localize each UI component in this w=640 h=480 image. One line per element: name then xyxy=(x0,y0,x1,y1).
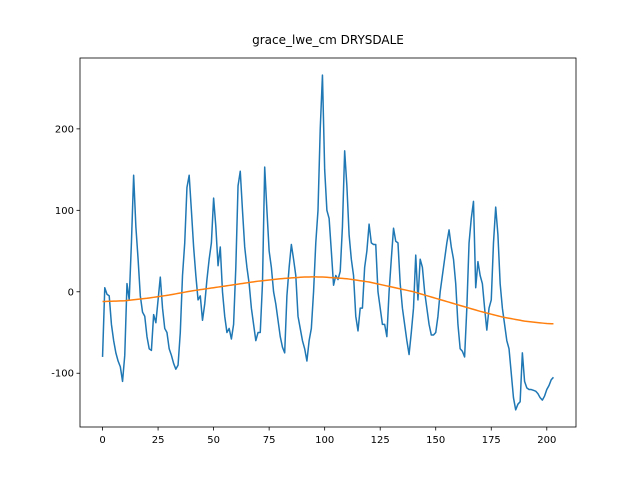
x-tick-label: 100 xyxy=(315,435,334,446)
x-tick-label: 25 xyxy=(152,435,165,446)
data-line xyxy=(101,74,555,411)
data-line xyxy=(102,276,554,325)
x-tick-label: 50 xyxy=(207,435,220,446)
x-tick-label: 125 xyxy=(371,435,390,446)
x-tick-label: 175 xyxy=(482,435,501,446)
x-tick-label: 150 xyxy=(426,435,445,446)
y-tick-label: 100 xyxy=(55,206,74,217)
axes-frame xyxy=(79,57,577,428)
y-tick-label: 0 xyxy=(68,287,74,298)
x-tick-label: 200 xyxy=(537,435,556,446)
x-tick-label: 0 xyxy=(99,435,105,446)
y-tick-label: 200 xyxy=(55,124,74,135)
plot-area xyxy=(101,74,555,411)
x-tick-label: 75 xyxy=(263,435,276,446)
y-tick-label: -100 xyxy=(51,369,74,380)
chart-title: grace_lwe_cm DRYSDALE xyxy=(252,33,404,47)
